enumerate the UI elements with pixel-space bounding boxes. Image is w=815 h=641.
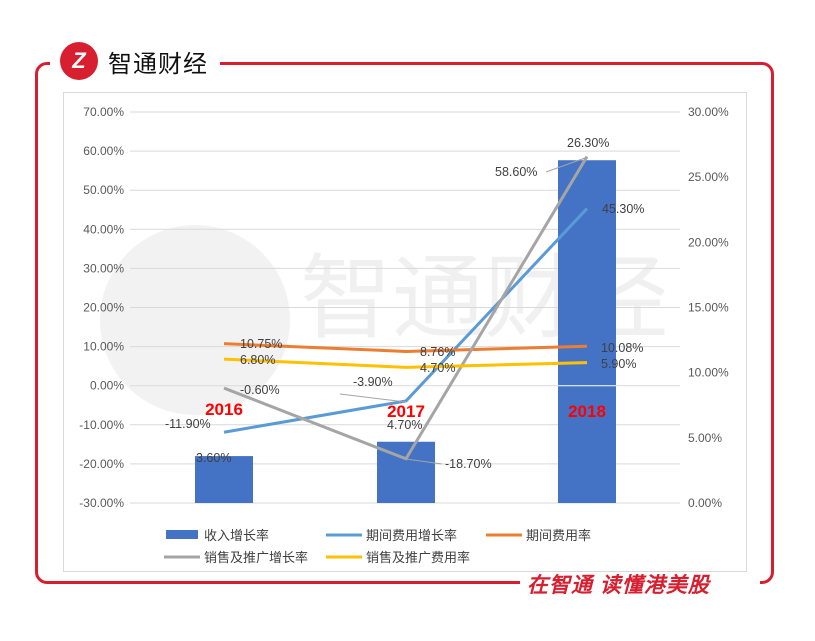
right-axis-tick: 20.00% — [688, 235, 729, 249]
category-label: 2016 — [205, 400, 243, 419]
line-label: -3.90% — [353, 375, 393, 389]
legend-label: 期间费用率 — [526, 528, 591, 543]
left-axis-tick: 40.00% — [83, 222, 124, 236]
left-axis-tick: -10.00% — [79, 418, 124, 432]
legend-label: 期间费用增长率 — [366, 528, 457, 543]
bar-label: 26.30% — [567, 136, 609, 150]
line-label: 10.75% — [240, 337, 282, 351]
left-axis-tick: 50.00% — [83, 183, 124, 197]
line-label: -18.70% — [445, 457, 492, 471]
legend-label: 收入增长率 — [204, 528, 269, 543]
legend-label: 销售及推广增长率 — [204, 550, 308, 565]
leader-line — [405, 458, 443, 465]
legend-swatch — [166, 530, 198, 539]
bar-label: 3.60% — [196, 451, 231, 465]
left-axis-tick: 20.00% — [83, 301, 124, 315]
line-label: -11.90% — [165, 417, 211, 431]
category-label: 2017 — [387, 402, 425, 421]
left-axis-tick: 10.00% — [83, 340, 124, 354]
brand-name: 智通财经 — [108, 51, 208, 78]
line-label: 8.76% — [420, 345, 455, 359]
line-series — [223, 342, 588, 353]
line-label: 58.60% — [495, 165, 537, 179]
right-axis-tick: 10.00% — [688, 366, 729, 380]
bar-label: 4.70% — [387, 418, 422, 432]
line-label: 4.70% — [420, 361, 455, 375]
line-series — [223, 155, 589, 461]
legend-label: 销售及推广费用率 — [366, 550, 470, 565]
bar-2016 — [195, 456, 253, 503]
line-label: -0.60% — [240, 383, 280, 397]
brand-logo-icon: Z — [60, 42, 98, 80]
red-frame — [35, 62, 774, 584]
left-axis-tick: 30.00% — [83, 261, 124, 275]
left-axis-tick: -20.00% — [79, 457, 124, 471]
line-series — [223, 207, 589, 434]
footer-mask — [520, 568, 760, 598]
watermark-logo-icon — [100, 225, 290, 415]
bar-2018 — [558, 160, 616, 503]
footer-slogan: 在智通 读懂港美股 — [527, 574, 710, 597]
left-axis-tick: 0.00% — [90, 379, 124, 393]
left-axis-tick: 60.00% — [83, 144, 124, 158]
line-label: 10.08% — [601, 341, 643, 355]
right-axis-tick: 30.00% — [688, 105, 729, 119]
category-label: 2018 — [568, 402, 606, 421]
right-axis-tick: 5.00% — [688, 431, 722, 445]
line-series — [223, 357, 588, 369]
leader-line — [545, 157, 586, 173]
right-axis-tick: 25.00% — [688, 170, 729, 184]
line-label: 5.90% — [601, 357, 636, 371]
line-label: 45.30% — [602, 202, 644, 216]
right-axis-tick: 0.00% — [688, 496, 722, 510]
line-label: 6.80% — [240, 353, 275, 367]
leader-line — [339, 393, 407, 403]
left-axis-tick: 70.00% — [83, 105, 124, 119]
left-axis-tick: -30.00% — [79, 496, 124, 510]
right-axis-tick: 15.00% — [688, 301, 729, 315]
